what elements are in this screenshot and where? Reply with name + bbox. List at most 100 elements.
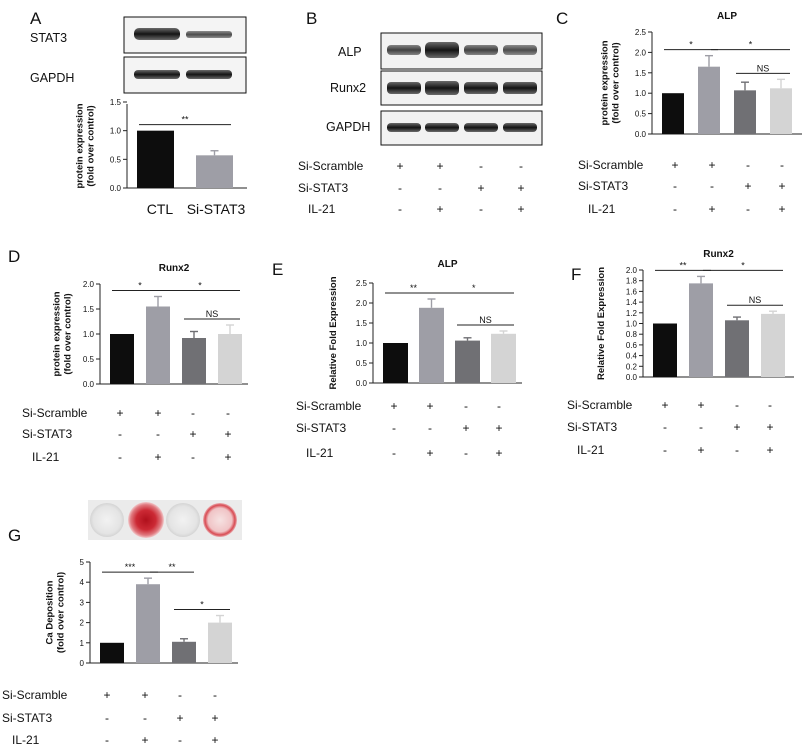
condition-sign: -: [746, 202, 750, 216]
condition-sign: +: [141, 733, 148, 747]
y-tick-label: 1.5: [110, 98, 122, 107]
y-tick-label: 0.0: [356, 379, 368, 388]
y-tick-label: 2.0: [635, 48, 647, 57]
condition-sign: -: [497, 399, 501, 413]
condition-sign: -: [428, 421, 432, 435]
condition-sign: -: [710, 179, 714, 193]
y-tick-label: 2: [80, 619, 85, 628]
condition-sign: +: [766, 420, 773, 434]
blot-band: [134, 70, 180, 79]
y-tick-label: 2.0: [356, 299, 368, 308]
bar: [110, 334, 134, 384]
chart-title: ALP: [717, 11, 737, 22]
blot-band: [503, 45, 537, 55]
condition-table: Si-Scramble + + - - Si-STAT3 - - + + IL-21 - + - +: [296, 399, 503, 460]
condition-label: Si-STAT3: [2, 711, 53, 725]
condition-sign: +: [224, 450, 231, 464]
condition-sign: -: [663, 420, 667, 434]
blot-band: [387, 82, 421, 94]
y-tick-label: 1.0: [635, 89, 647, 98]
y-axis-label: protein expression (fold over control): [75, 103, 97, 188]
panel-label-e: E: [272, 260, 283, 279]
bar: [100, 642, 124, 663]
condition-sign: -: [768, 398, 772, 412]
well-image: [203, 503, 237, 537]
bar: [770, 88, 792, 134]
y-tick-label: 0.2: [626, 362, 638, 371]
blot-band: [464, 123, 498, 132]
blot-label-gapdh-b: GAPDH: [326, 120, 370, 134]
condition-sign: -: [398, 181, 402, 195]
blot-label-gapdh: GAPDH: [30, 71, 74, 85]
x-category-si-stat3: Si-STAT3: [187, 201, 246, 217]
y-axis-label-line: (fold over control): [86, 105, 97, 186]
condition-sign: -: [464, 399, 468, 413]
condition-table: Si-Scramble + + - - Si-STAT3 - - + + IL-21 - + - +: [22, 406, 232, 464]
significance-label: NS: [479, 315, 492, 325]
y-tick-label: 1.0: [356, 339, 368, 348]
y-tick-label: 1.2: [626, 309, 638, 318]
bar: [383, 343, 408, 383]
condition-sign: +: [189, 427, 196, 441]
condition-sign: +: [103, 688, 110, 702]
y-tick-label: 0.6: [626, 341, 638, 350]
significance-label: *: [741, 260, 745, 270]
chart-c: 0.0 0.5 1.0 1.5 2.0 2.5 protein expression (fol…: [600, 11, 802, 139]
panel-label-c: C: [556, 9, 568, 28]
condition-sign: +: [517, 181, 524, 195]
condition-label: IL-21: [32, 450, 60, 464]
condition-sign: +: [517, 202, 524, 216]
bar: [761, 313, 785, 377]
condition-sign: +: [766, 443, 773, 457]
condition-sign: +: [426, 399, 433, 413]
condition-sign: +: [176, 711, 183, 725]
condition-sign: -: [746, 158, 750, 172]
y-axis-label-line: Relative Fold Expression: [328, 276, 339, 389]
y-tick-label: 2.0: [626, 266, 638, 275]
significance-label: NS: [757, 63, 770, 73]
condition-sign: +: [778, 179, 785, 193]
condition-sign: -: [105, 711, 109, 725]
y-axis-label: Relative Fold Expression: [596, 267, 607, 380]
condition-sign: +: [708, 202, 715, 216]
condition-sign: +: [462, 421, 469, 435]
significance-label: NS: [206, 309, 219, 319]
bar: [146, 306, 170, 384]
bar: [196, 155, 233, 188]
condition-label: Si-Scramble: [298, 159, 364, 173]
bar: [491, 333, 516, 383]
y-tick-label: 3: [80, 598, 85, 607]
y-axis-label-line: protein expression: [52, 291, 63, 376]
y-axis-label: protein expression (fold over control): [600, 40, 622, 125]
condition-sign: -: [663, 443, 667, 457]
bar: [698, 66, 720, 134]
panel-label-f: F: [571, 265, 581, 284]
y-tick-label: 2.5: [356, 279, 368, 288]
chart-title: Runx2: [159, 263, 190, 274]
blot-band: [503, 123, 537, 132]
condition-sign: +: [396, 159, 403, 173]
condition-sign: +: [436, 159, 443, 173]
condition-label: IL-21: [306, 446, 334, 460]
y-tick-label: 0.5: [635, 110, 647, 119]
condition-sign: -: [438, 181, 442, 195]
condition-sign: +: [477, 181, 484, 195]
y-axis-label-line: Ca Deposition: [45, 580, 56, 644]
condition-sign: -: [479, 202, 483, 216]
blot-band: [186, 31, 232, 38]
significance-label: **: [181, 115, 189, 125]
condition-sign: +: [697, 398, 704, 412]
y-tick-label: 0.4: [626, 352, 638, 361]
bar: [172, 641, 196, 663]
condition-sign: +: [708, 158, 715, 172]
x-category-ctl: CTL: [147, 201, 174, 217]
y-axis-label: Ca Deposition (fold over control): [45, 572, 67, 653]
y-axis-label: protein expression (fold over control): [52, 291, 74, 376]
significance-label: **: [679, 260, 687, 270]
blot-label-runx2: Runx2: [330, 81, 366, 95]
condition-sign: -: [673, 202, 677, 216]
condition-label: IL-21: [12, 733, 40, 747]
blot-panel-a: STAT3 GAPDH: [30, 16, 247, 94]
significance-label: *: [200, 600, 204, 610]
bar: [208, 622, 232, 663]
